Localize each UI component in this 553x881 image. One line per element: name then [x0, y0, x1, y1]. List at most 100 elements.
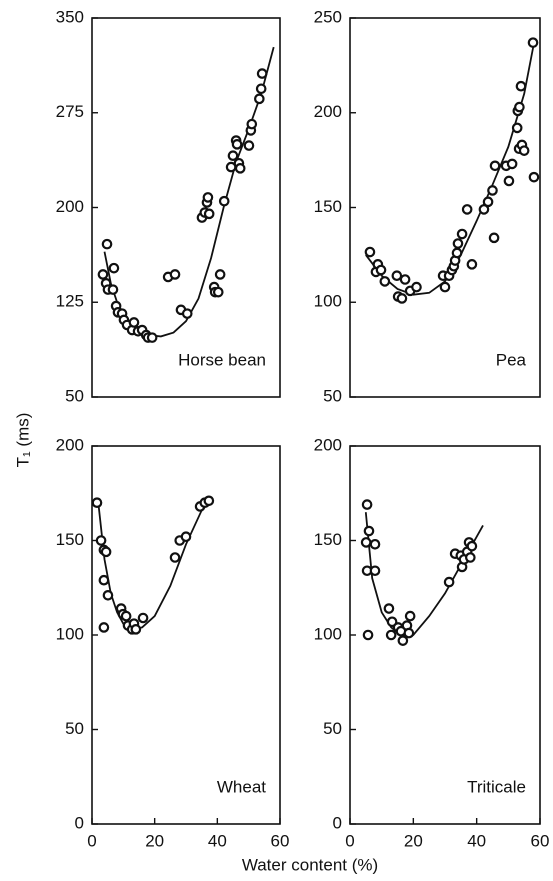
- data-point: [488, 232, 500, 244]
- data-point: [120, 610, 132, 622]
- data-point: [360, 537, 372, 548]
- data-point: [97, 269, 109, 280]
- data-point: [361, 499, 373, 510]
- data-point: [362, 629, 374, 641]
- y-axis-label: T₁ (ms): [13, 413, 32, 468]
- x-tick-label: 40: [467, 831, 486, 850]
- data-point: [506, 158, 518, 170]
- data-point: [451, 247, 463, 259]
- data-point: [256, 68, 268, 79]
- x-axis-label: Water content (%): [242, 855, 378, 874]
- data-point: [363, 525, 375, 537]
- data-point: [234, 163, 246, 174]
- data-point: [527, 37, 539, 48]
- plot-frame: [91, 17, 281, 398]
- data-point: [91, 497, 103, 508]
- data-point: [254, 93, 265, 105]
- data-point: [181, 308, 193, 319]
- data-point: [397, 635, 409, 646]
- data-point: [128, 317, 140, 328]
- data-point: [203, 208, 215, 220]
- x-tick-label: 20: [404, 831, 423, 850]
- data-point: [411, 281, 422, 293]
- data-point: [461, 204, 473, 215]
- data-point: [379, 276, 391, 287]
- data-point: [169, 269, 181, 280]
- y-tick-label: 275: [56, 102, 84, 121]
- y-tick-label: 100: [314, 292, 342, 311]
- data-point: [369, 565, 381, 577]
- y-tick-label: 50: [65, 719, 84, 738]
- data-point: [137, 612, 149, 624]
- y-tick-label: 0: [333, 813, 342, 832]
- data-point: [98, 574, 110, 586]
- data-point: [95, 535, 107, 546]
- data-point: [452, 238, 464, 249]
- data-point: [107, 284, 119, 295]
- data-point: [515, 80, 527, 92]
- data-point: [396, 293, 408, 304]
- y-tick-label: 125: [56, 292, 84, 311]
- data-point: [375, 264, 387, 276]
- data-point: [482, 196, 494, 208]
- y-tick-label: 200: [56, 197, 84, 216]
- data-point: [102, 590, 114, 601]
- data-point: [214, 269, 226, 280]
- data-point: [439, 281, 451, 293]
- data-point: [391, 270, 403, 282]
- fit-curve: [364, 512, 484, 636]
- data-point: [169, 552, 181, 563]
- data-point: [404, 610, 416, 622]
- data-point: [203, 495, 215, 507]
- plot-frame: [91, 445, 281, 825]
- panel-label: Pea: [496, 350, 527, 369]
- y-tick-label: 50: [323, 719, 342, 738]
- data-point: [514, 101, 525, 113]
- data-point: [227, 150, 239, 162]
- data-point: [403, 627, 415, 639]
- data-point: [385, 629, 397, 641]
- y-tick-label: 200: [56, 435, 84, 454]
- fit-curve: [103, 46, 275, 338]
- y-tick-label: 200: [314, 102, 342, 121]
- data-point: [383, 603, 395, 614]
- panel-label: Horse bean: [178, 350, 266, 369]
- data-point: [489, 160, 501, 172]
- data-point: [231, 139, 243, 150]
- y-tick-label: 100: [56, 624, 84, 643]
- x-tick-label: 0: [87, 831, 96, 850]
- data-point: [487, 185, 498, 196]
- y-tick-label: 150: [314, 197, 342, 216]
- data-point: [98, 622, 110, 633]
- plot-frame: [349, 17, 541, 398]
- data-point: [202, 192, 214, 203]
- y-tick-label: 50: [65, 386, 84, 405]
- data-point: [243, 140, 255, 151]
- data-point: [108, 262, 120, 274]
- data-point: [511, 122, 523, 134]
- data-point: [466, 540, 478, 552]
- data-point: [528, 171, 540, 183]
- x-tick-label: 0: [345, 831, 354, 850]
- data-point: [218, 195, 230, 207]
- data-point: [364, 246, 376, 258]
- data-point: [443, 576, 455, 588]
- y-tick-label: 350: [56, 7, 84, 26]
- data-point: [100, 546, 112, 558]
- x-tick-label: 40: [208, 831, 227, 850]
- y-tick-label: 150: [56, 530, 84, 549]
- plot-frame: [349, 445, 541, 825]
- data-point: [466, 259, 478, 270]
- y-tick-label: 0: [75, 813, 84, 832]
- x-tick-label: 20: [145, 831, 164, 850]
- data-point: [518, 145, 530, 156]
- y-tick-label: 250: [314, 7, 342, 26]
- panel-label: Wheat: [217, 777, 266, 796]
- y-tick-label: 150: [314, 530, 342, 549]
- data-point: [369, 538, 381, 550]
- data-point: [212, 286, 224, 298]
- data-point: [180, 531, 192, 543]
- data-point: [456, 228, 468, 240]
- x-tick-label: 60: [271, 831, 290, 850]
